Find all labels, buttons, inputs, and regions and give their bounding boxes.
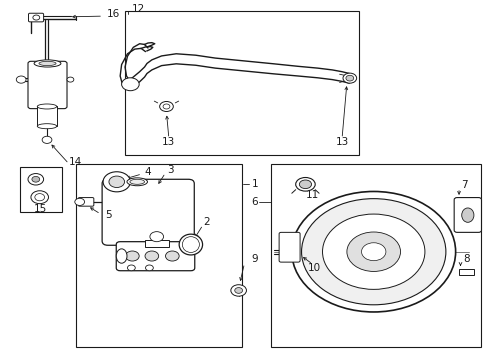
Ellipse shape: [127, 178, 147, 186]
Text: 7: 7: [461, 180, 467, 190]
Text: 10: 10: [307, 263, 320, 273]
Circle shape: [109, 176, 124, 188]
Circle shape: [125, 251, 139, 261]
Circle shape: [33, 15, 40, 20]
Bar: [20, 167, 61, 212]
FancyBboxPatch shape: [28, 13, 43, 22]
Circle shape: [342, 73, 356, 83]
Text: 11: 11: [305, 190, 319, 200]
Ellipse shape: [295, 177, 315, 191]
Circle shape: [103, 172, 130, 192]
FancyBboxPatch shape: [78, 198, 94, 206]
Circle shape: [163, 104, 169, 109]
Bar: [76, 164, 242, 347]
Circle shape: [122, 78, 139, 91]
Circle shape: [75, 198, 84, 206]
FancyBboxPatch shape: [116, 242, 194, 271]
Bar: [271, 164, 480, 347]
Circle shape: [35, 194, 44, 201]
Circle shape: [234, 288, 242, 293]
Circle shape: [230, 285, 246, 296]
Ellipse shape: [299, 180, 311, 189]
FancyBboxPatch shape: [453, 198, 481, 232]
FancyBboxPatch shape: [279, 232, 300, 262]
Ellipse shape: [130, 179, 144, 184]
Text: 16: 16: [107, 9, 120, 19]
Circle shape: [291, 192, 455, 312]
Circle shape: [28, 174, 43, 185]
Ellipse shape: [461, 208, 473, 222]
Circle shape: [32, 176, 40, 182]
Circle shape: [345, 75, 353, 81]
Ellipse shape: [116, 249, 127, 263]
Text: 4: 4: [144, 167, 151, 177]
Circle shape: [150, 231, 163, 242]
Circle shape: [127, 265, 135, 271]
Text: 8: 8: [462, 254, 468, 264]
Circle shape: [67, 77, 74, 82]
Bar: [37, 107, 57, 126]
FancyBboxPatch shape: [28, 61, 67, 109]
Circle shape: [145, 265, 153, 271]
Circle shape: [16, 76, 26, 83]
Ellipse shape: [34, 60, 61, 67]
Text: 14: 14: [68, 157, 82, 167]
Ellipse shape: [182, 237, 199, 252]
Text: 13: 13: [162, 138, 175, 147]
Circle shape: [31, 191, 48, 204]
Circle shape: [42, 136, 52, 143]
Text: 1: 1: [251, 179, 258, 189]
Text: 6: 6: [251, 197, 258, 207]
Text: 9: 9: [251, 254, 258, 264]
Bar: [458, 269, 473, 275]
Bar: [144, 240, 168, 247]
Ellipse shape: [37, 104, 57, 109]
Circle shape: [361, 243, 385, 261]
Text: 3: 3: [167, 165, 174, 175]
Ellipse shape: [37, 124, 57, 129]
Text: 12: 12: [131, 4, 144, 14]
Circle shape: [145, 251, 158, 261]
Circle shape: [165, 251, 179, 261]
Text: 5: 5: [105, 210, 112, 220]
Ellipse shape: [179, 234, 202, 255]
FancyBboxPatch shape: [102, 179, 194, 245]
Circle shape: [159, 102, 173, 112]
Text: 2: 2: [203, 217, 209, 227]
Text: 13: 13: [335, 138, 348, 147]
Text: 15: 15: [34, 204, 47, 215]
Circle shape: [322, 214, 424, 289]
Ellipse shape: [39, 61, 56, 66]
Circle shape: [346, 232, 400, 271]
Bar: [125, 12, 358, 155]
Circle shape: [301, 199, 445, 305]
